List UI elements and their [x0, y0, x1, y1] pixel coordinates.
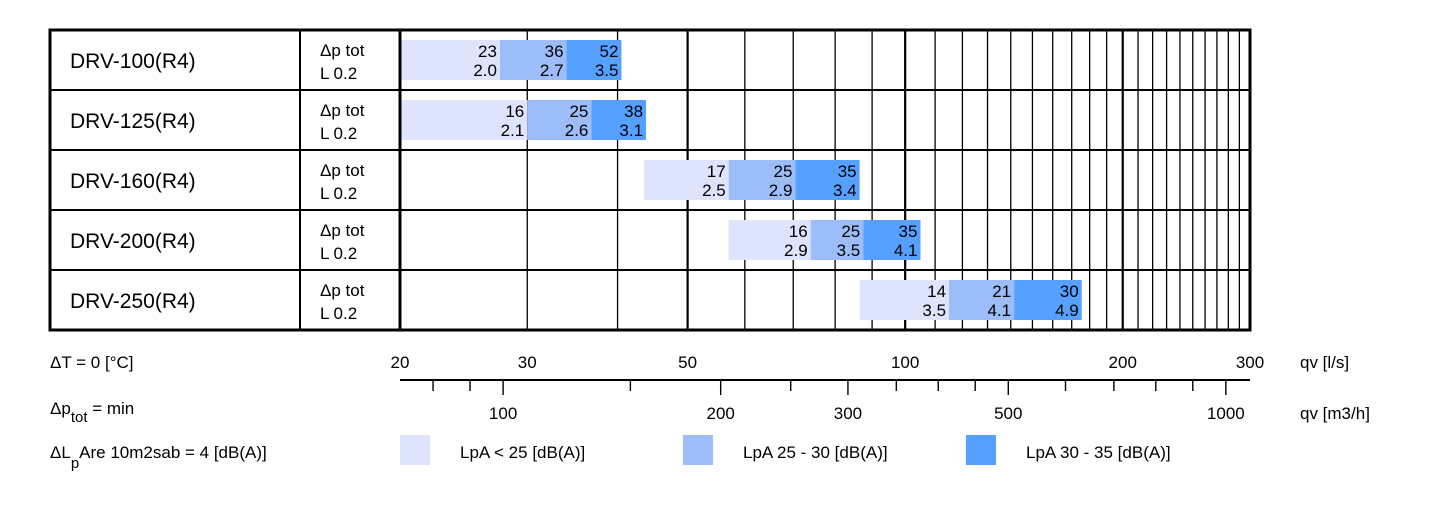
l-value-label: 2.0: [473, 61, 497, 80]
x-tick-label: 30: [518, 353, 537, 372]
bar-segment: [728, 160, 796, 200]
m3h-tick-label: 200: [706, 404, 734, 423]
legend-label: LpA < 25 [dB(A)]: [460, 443, 585, 462]
dp-value-label: 21: [992, 282, 1011, 301]
table-border: [48, 28, 1252, 332]
legend-swatch: [400, 435, 430, 465]
bar-segment: [400, 40, 500, 80]
dp-row-label: Δp tot: [320, 101, 365, 120]
dp-sub: tot: [71, 409, 89, 426]
l-value-label: 3.5: [837, 241, 861, 260]
l-value-label: 4.1: [894, 241, 918, 260]
delta-t-note: ΔT = 0 [°C]: [50, 353, 134, 372]
dp-row-label: Δp tot: [320, 161, 365, 180]
dp-value-label: 25: [569, 102, 588, 121]
dp-value-label: 30: [1060, 282, 1079, 301]
bar-segment: [1014, 280, 1082, 320]
bar-segment: [949, 280, 1015, 320]
bar-segment: [499, 40, 567, 80]
row-labels: DRV-100(R4) Δp tot L 0.2 DRV-125(R4) Δp tot L…: [70, 41, 365, 323]
l-row-label: L 0.2: [320, 304, 357, 323]
dp-value-label: 36: [545, 42, 564, 61]
dp-value-label: 52: [600, 42, 619, 61]
x-tick-label: 200: [1109, 353, 1137, 372]
x-axis: 20 30 50 100 200 300 qv [l/s] 100 200 300 500 1000 q…: [391, 353, 1370, 423]
x-tick-label: 20: [391, 353, 410, 372]
m3h-tick-label: 500: [994, 404, 1022, 423]
legend-label: LpA 30 - 35 [dB(A)]: [1026, 443, 1171, 462]
legend-label: LpA 25 - 30 [dB(A)]: [743, 443, 888, 462]
bar-segment: [810, 220, 864, 260]
model-name: DRV-100(R4): [70, 50, 196, 73]
x-tick-label: 300: [1236, 353, 1264, 372]
dp-prefix: Δp: [50, 399, 71, 418]
l-value-label: 4.1: [987, 301, 1011, 320]
l-value-label: 3.5: [595, 61, 619, 80]
bar-segment: [795, 160, 860, 200]
model-name: DRV-200(R4): [70, 230, 196, 253]
dp-suffix: = min: [88, 399, 135, 418]
bar-segment: [643, 160, 729, 200]
dl-sub: p: [71, 455, 79, 472]
l-row-label: L 0.2: [320, 244, 357, 263]
bar-segment: [863, 220, 921, 260]
bar-segment: [859, 280, 950, 320]
x-tick-label: 100: [891, 353, 919, 372]
m3h-axis-label: qv [m3/h]: [1300, 404, 1370, 423]
l-value-label: 4.9: [1055, 301, 1079, 320]
dp-value-label: 23: [478, 42, 497, 61]
dp-value-label: 25: [841, 222, 860, 241]
dp-value-label: 25: [774, 162, 793, 181]
l-value-label: 2.9: [769, 181, 793, 200]
dp-row-label: Δp tot: [320, 41, 365, 60]
dp-row-label: Δp tot: [320, 221, 365, 240]
model-name: DRV-160(R4): [70, 170, 196, 193]
l-row-label: L 0.2: [320, 124, 357, 143]
notes: ΔT = 0 [°C] Δptot = min ΔLpAre 10m2sab =…: [50, 353, 267, 472]
dp-value-label: 16: [505, 102, 524, 121]
bar-segment: [527, 100, 592, 140]
l-value-label: 2.5: [702, 181, 726, 200]
bar-segment: [566, 40, 622, 80]
legend-swatch: [683, 435, 713, 465]
bar-segment: [400, 100, 528, 140]
x-axis-label: qv [l/s]: [1300, 353, 1349, 372]
l-row-label: L 0.2: [320, 184, 357, 203]
bar-segment: [728, 220, 811, 260]
m3h-tick-label: 300: [834, 404, 862, 423]
dp-value-label: 35: [899, 222, 918, 241]
legend-swatch: [966, 435, 996, 465]
bar-segments: 232.0362.7523.5162.1252.6383.1172.5252.9…: [400, 40, 1082, 320]
dp-value-label: 16: [789, 222, 808, 241]
l-value-label: 2.1: [501, 121, 525, 140]
l-value-label: 2.7: [540, 61, 564, 80]
dp-row-label: Δp tot: [320, 281, 365, 300]
l-value-label: 2.6: [565, 121, 589, 140]
table-frame: [48, 28, 1252, 332]
dl-suffix: Are 10m2sab = 4 [dB(A)]: [79, 443, 267, 462]
m3h-tick-label: 100: [489, 404, 517, 423]
dl-note: ΔLpAre 10m2sab = 4 [dB(A)]: [50, 443, 267, 472]
l-value-label: 2.9: [784, 241, 808, 260]
l-value-label: 3.1: [619, 121, 643, 140]
dl-prefix: ΔL: [50, 443, 71, 462]
dp-value-label: 17: [707, 162, 726, 181]
l-row-label: L 0.2: [320, 64, 357, 83]
x-tick-label: 50: [678, 353, 697, 372]
dp-value-label: 38: [624, 102, 643, 121]
model-name: DRV-125(R4): [70, 110, 196, 133]
l-value-label: 3.4: [833, 181, 857, 200]
l-value-label: 3.5: [922, 301, 946, 320]
model-name: DRV-250(R4): [70, 290, 196, 313]
dp-value-label: 35: [838, 162, 857, 181]
dp-min-note: Δptot = min: [50, 399, 134, 426]
bar-segment: [591, 100, 647, 140]
legend: LpA < 25 [dB(A)] LpA 25 - 30 [dB(A)] LpA 3…: [400, 435, 1171, 465]
m3h-tick-label: 1000: [1207, 404, 1245, 423]
dp-value-label: 14: [927, 282, 946, 301]
